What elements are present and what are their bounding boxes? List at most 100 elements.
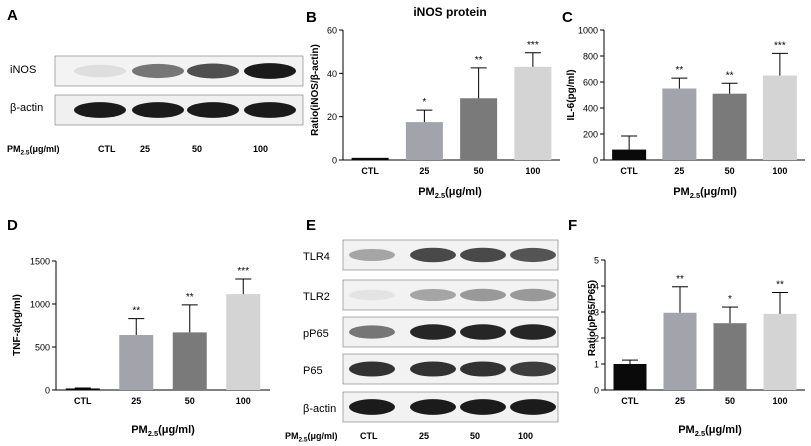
- blot-e-band-3-1: [410, 361, 456, 377]
- chart-d-bar-CTL: [65, 388, 100, 390]
- chart-d-xtick-label: 50: [185, 396, 195, 406]
- chart-c-xtick-label: 25: [674, 166, 684, 176]
- chart-f-xtick-label: 25: [675, 396, 685, 406]
- chart-b-bar-50: [460, 98, 498, 160]
- blot-e-band-4-3: [510, 399, 556, 415]
- blot-e-band-1-1: [410, 288, 456, 302]
- chart-c-sig-100: ***: [774, 40, 786, 51]
- chart-c-ytick-label: 200: [583, 130, 598, 140]
- chart-b-ytick-label: 20: [327, 112, 337, 122]
- western-blot-e: TLR4 TLR2 pP65 P65 β-actin PM2.5(μg/ml) CTL 2…: [285, 239, 559, 444]
- chart-c-xtick-label: 50: [725, 166, 735, 176]
- chart-f-xtick-label: CTL: [621, 396, 639, 406]
- blot-e-band-0-3: [510, 247, 556, 263]
- bar-chart-pp65-ratio: Ratio(pP65/P65) PM2.5(μg/ml) 012345CTL**…: [587, 256, 805, 438]
- chart-c-xtick-label: 100: [772, 166, 787, 176]
- chart-c-ytick-label: 800: [583, 52, 598, 62]
- chart-d-bar-25: [119, 334, 154, 390]
- blot-e-lane-label: CTL: [360, 431, 378, 441]
- blot-e-row-label-3: P65: [303, 365, 323, 377]
- chart-c-ytick-label: 400: [583, 104, 598, 114]
- blot-e-lane-label: 100: [518, 431, 533, 441]
- blot-e-band-4-2: [460, 399, 506, 415]
- panel-letter-f: F: [568, 217, 577, 234]
- chart-f-ytick-label: 1: [594, 360, 599, 370]
- chart-f-xlabel: PM2.5(μg/ml): [678, 424, 742, 438]
- chart-b-sig-100: ***: [527, 40, 539, 51]
- blot-e-band-2-3: [510, 324, 556, 340]
- chart-d-xtick-label: 25: [131, 396, 141, 406]
- chart-b-xtick-label: CTL: [361, 166, 379, 176]
- chart-f-bar-100: [763, 313, 797, 390]
- blot-a-band-0-0: [74, 64, 126, 78]
- chart-d-xtick-label: 100: [236, 396, 251, 406]
- chart-b-xlabel: PM2.5(μg/ml): [418, 186, 482, 200]
- blot-a-band-0-1: [132, 63, 184, 79]
- chart-b-ytick-label: 40: [327, 69, 337, 79]
- blot-a-band-1-1: [132, 102, 184, 118]
- panel-letter-d: D: [7, 217, 18, 234]
- blot-e-band-2-1: [410, 324, 456, 340]
- blot-e-band-3-0: [349, 361, 395, 377]
- panel-letter-b: B: [306, 9, 317, 26]
- blot-e-band-4-1: [410, 399, 456, 415]
- chart-b-xtick-label: 25: [419, 166, 429, 176]
- blot-a-lane-label: 100: [253, 144, 268, 154]
- blot-e-band-3-3: [510, 361, 556, 377]
- chart-b-bar-25: [405, 122, 443, 160]
- chart-b-bar-CTL: [351, 157, 389, 160]
- chart-b-xtick-label: 100: [525, 166, 540, 176]
- blot-e-band-4-0: [349, 399, 395, 415]
- chart-b-ytick-label: 60: [327, 26, 337, 36]
- bar-chart-il6: IL-6(pg/ml) PM2.5(μg/ml) 0 200 400 600 800 10…: [566, 26, 805, 200]
- blot-e-band-1-0: [349, 289, 395, 301]
- blot-a-lane-label: 25: [140, 144, 150, 154]
- blot-a-row-label-actin: β-actin: [10, 102, 43, 114]
- chart-d-xtick-label: CTL: [74, 396, 92, 406]
- blot-e-band-2-2: [460, 324, 506, 340]
- panel-letter-c: C: [562, 9, 573, 26]
- chart-f-ytick-label: 5: [594, 256, 599, 266]
- chart-d-sig-100: ***: [237, 266, 249, 277]
- chart-b-xtick-label: 50: [474, 166, 484, 176]
- chart-d-ytick-label: 0: [45, 386, 50, 396]
- blot-a-lane-label: 50: [192, 144, 202, 154]
- chart-c-xlabel: PM2.5(μg/ml): [673, 186, 737, 200]
- bar-chart-tnf: TNF-a(pg/ml) PM2.5(μg/ml) 0 500 1000 1500 CT…: [12, 257, 270, 438]
- chart-b-title: iNOS protein: [413, 5, 486, 19]
- blot-e-band-0-2: [460, 247, 506, 263]
- chart-c-bar-100: [762, 75, 797, 160]
- chart-c-ytick-label: 600: [583, 78, 598, 88]
- chart-c-bar-50: [712, 93, 747, 160]
- chart-f-sig-100: **: [776, 280, 784, 291]
- chart-c-sig-50: **: [726, 70, 734, 81]
- chart-f-bar-CTL: [613, 364, 647, 390]
- blot-e-row-label-0: TLR4: [303, 251, 330, 263]
- chart-f-ytick-label: 4: [594, 282, 599, 292]
- blot-e-lane-label: 50: [470, 431, 480, 441]
- chart-f-sig-25: **: [676, 274, 684, 285]
- blot-e-band-1-3: [510, 288, 556, 302]
- bar-chart-inos: iNOS protein Ratio(iNOS/β-actin) PM2.5(μ…: [310, 5, 560, 200]
- western-blot-a: iNOS β-actin PM2.5(μg/ml) CTL 25 50 100: [7, 55, 304, 157]
- chart-c-bar-CTL: [612, 149, 647, 160]
- chart-c-ylabel: IL-6(pg/ml): [566, 69, 577, 120]
- blot-e-band-0-0: [349, 248, 395, 262]
- blot-a-band-1-0: [74, 102, 126, 118]
- blot-e-lane-label: 25: [419, 431, 429, 441]
- blot-a-xlabel: PM2.5(μg/ml): [7, 144, 60, 157]
- chart-d-bar-50: [172, 332, 207, 390]
- blot-a-band-0-3: [244, 63, 296, 79]
- chart-d-ylabel: TNF-a(pg/ml): [12, 294, 23, 356]
- chart-d-sig-25: **: [132, 306, 140, 317]
- blot-e-row-label-2: pP65: [303, 328, 329, 340]
- chart-f-bar-25: [663, 312, 697, 390]
- blot-a-lane-label: CTL: [98, 144, 116, 154]
- panel-letter-a: A: [7, 7, 18, 24]
- chart-d-xlabel: PM2.5(μg/ml): [131, 424, 195, 438]
- blot-a-band-1-3: [244, 102, 296, 118]
- blot-e-band-3-2: [460, 361, 506, 377]
- chart-d-ytick-label: 1000: [30, 300, 50, 310]
- blot-e-band-0-1: [410, 247, 456, 263]
- chart-c-sig-25: **: [675, 65, 683, 76]
